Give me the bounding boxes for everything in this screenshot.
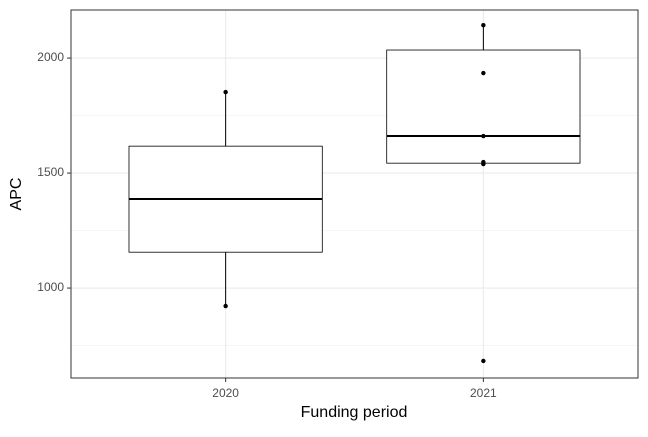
y-tick-label: 1500 [37,165,64,179]
x-tick-label: 2021 [470,386,497,400]
y-axis-title: APC [8,178,25,211]
point [223,303,228,309]
point [481,22,486,28]
point [481,358,486,364]
x-tick-label: 2020 [212,386,239,400]
point [481,133,486,139]
point [481,161,486,167]
x-axis-title: Funding period [301,404,408,421]
y-tick-label: 1000 [37,280,64,294]
box [386,49,581,164]
y-tick-label: 2000 [37,50,64,64]
panel-border [70,9,639,379]
point [223,89,228,95]
point [481,70,486,76]
